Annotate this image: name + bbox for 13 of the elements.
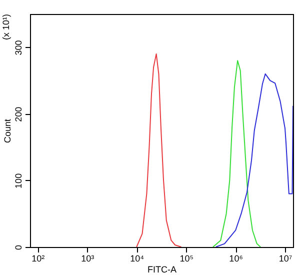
x-axis-title: FITC-A <box>148 264 176 274</box>
y-axis-title: Count <box>2 118 12 144</box>
x-tick-label: 10⁵ <box>180 254 194 264</box>
x-tick-label: 10⁴ <box>130 254 144 264</box>
text: (x 10¹) <box>1 14 11 40</box>
x-tick-label: 10⁶ <box>229 254 244 264</box>
y-tick-label: 300 <box>14 40 24 56</box>
x-tick-label: 10³ <box>81 254 94 264</box>
x-tick-label: 10⁷ <box>278 254 292 264</box>
y-tick-label: 200 <box>14 106 24 122</box>
x-tick-label: 10² <box>32 254 45 264</box>
y-tick-label: 0 <box>14 244 24 250</box>
y-tick-label: 100 <box>14 173 24 188</box>
